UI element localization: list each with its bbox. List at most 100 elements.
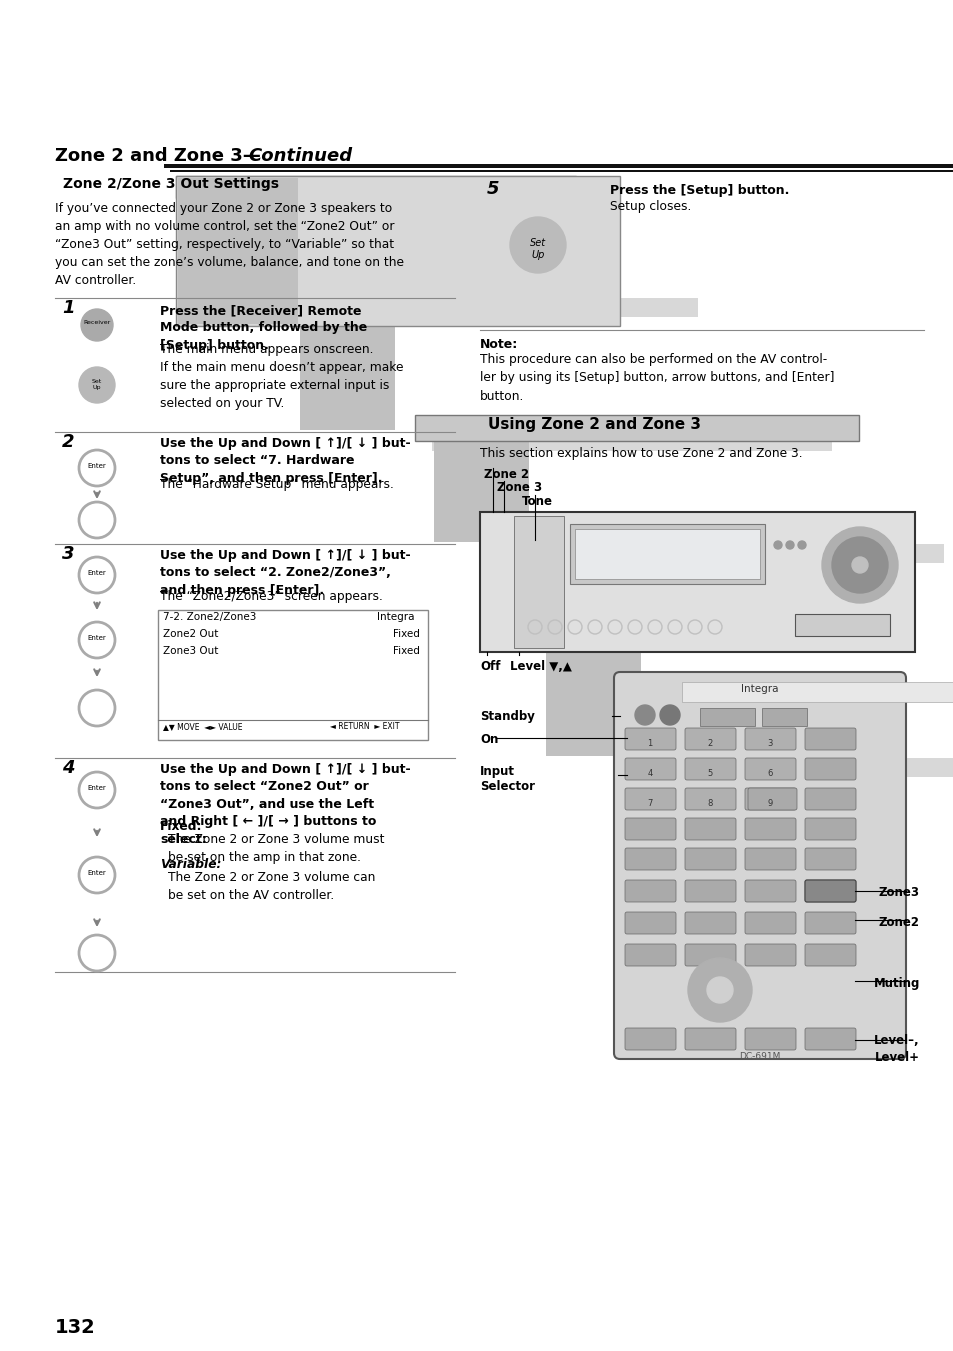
- Circle shape: [797, 540, 805, 549]
- Bar: [514, 516, 563, 648]
- Text: 7-2. Zone2/Zone3: 7-2. Zone2/Zone3: [163, 612, 256, 621]
- Text: DC-691M: DC-691M: [739, 1052, 780, 1061]
- FancyBboxPatch shape: [744, 944, 795, 966]
- Text: Integra: Integra: [377, 612, 415, 621]
- FancyBboxPatch shape: [744, 848, 795, 870]
- FancyBboxPatch shape: [744, 788, 795, 811]
- Text: Zone3 Out: Zone3 Out: [163, 646, 218, 657]
- FancyBboxPatch shape: [624, 788, 676, 811]
- FancyBboxPatch shape: [744, 912, 795, 934]
- Text: 1: 1: [62, 299, 74, 317]
- FancyBboxPatch shape: [684, 1028, 735, 1050]
- FancyBboxPatch shape: [684, 848, 735, 870]
- FancyBboxPatch shape: [761, 708, 806, 725]
- FancyBboxPatch shape: [804, 880, 855, 902]
- Bar: [575, 530, 760, 580]
- Text: 3: 3: [62, 544, 74, 563]
- FancyBboxPatch shape: [624, 728, 676, 750]
- FancyBboxPatch shape: [684, 817, 735, 840]
- FancyBboxPatch shape: [700, 708, 754, 725]
- FancyBboxPatch shape: [624, 758, 676, 780]
- FancyBboxPatch shape: [804, 728, 855, 750]
- Text: Input
Selector: Input Selector: [479, 765, 535, 793]
- Text: Integra: Integra: [740, 684, 778, 694]
- Text: Fixed: Fixed: [393, 630, 419, 639]
- Bar: [175, 176, 576, 199]
- Text: 8: 8: [706, 798, 712, 808]
- Circle shape: [687, 958, 751, 1021]
- Text: Continued: Continued: [248, 147, 352, 165]
- Text: 3: 3: [766, 739, 772, 748]
- Text: Zone3: Zone3: [878, 886, 919, 898]
- Text: Zone 2 and Zone 3—: Zone 2 and Zone 3—: [55, 147, 260, 165]
- Bar: [178, 178, 297, 324]
- Text: Enter: Enter: [88, 463, 107, 469]
- Circle shape: [79, 367, 115, 403]
- FancyBboxPatch shape: [747, 788, 796, 811]
- Bar: [758, 758, 953, 777]
- Text: Zone 2: Zone 2: [483, 467, 529, 481]
- Text: Enter: Enter: [88, 570, 107, 576]
- Text: Press the [Receiver] Remote
Mode button, followed by the
[Setup] button.: Press the [Receiver] Remote Mode button,…: [160, 304, 367, 353]
- Bar: [612, 612, 882, 628]
- Text: 7: 7: [647, 798, 652, 808]
- FancyBboxPatch shape: [624, 880, 676, 902]
- Text: Off: Off: [479, 661, 500, 673]
- Text: 1: 1: [647, 739, 652, 748]
- FancyBboxPatch shape: [744, 758, 795, 780]
- Text: Press the [Setup] button.: Press the [Setup] button.: [609, 184, 788, 197]
- Text: The Zone 2 or Zone 3 volume must
be set on the amp in that zone.: The Zone 2 or Zone 3 volume must be set …: [168, 834, 384, 865]
- Text: Fixed: Fixed: [393, 646, 419, 657]
- Bar: [760, 761, 854, 970]
- Text: ▲▼ MOVE  ◄► VALUE: ▲▼ MOVE ◄► VALUE: [163, 721, 242, 731]
- FancyBboxPatch shape: [804, 944, 855, 966]
- Circle shape: [785, 540, 793, 549]
- Text: 4: 4: [62, 759, 74, 777]
- Circle shape: [635, 705, 655, 725]
- Text: Using Zone 2 and Zone 3: Using Zone 2 and Zone 3: [488, 417, 700, 432]
- Circle shape: [706, 977, 732, 1002]
- Text: 2: 2: [706, 739, 712, 748]
- Bar: [164, 163, 953, 168]
- Bar: [170, 170, 953, 172]
- Bar: [297, 299, 698, 317]
- Circle shape: [659, 705, 679, 725]
- FancyBboxPatch shape: [744, 817, 795, 840]
- Bar: [681, 682, 953, 703]
- Text: This section explains how to use Zone 2 and Zone 3.: This section explains how to use Zone 2 …: [479, 447, 801, 459]
- Bar: [299, 300, 395, 430]
- Text: On: On: [479, 734, 497, 746]
- FancyBboxPatch shape: [744, 1028, 795, 1050]
- FancyBboxPatch shape: [684, 944, 735, 966]
- Text: Setup closes.: Setup closes.: [609, 200, 691, 213]
- Bar: [415, 415, 858, 440]
- Text: If you’ve connected your Zone 2 or Zone 3 speakers to
an amp with no volume cont: If you’ve connected your Zone 2 or Zone …: [55, 203, 403, 286]
- Bar: [434, 434, 529, 542]
- Text: 2: 2: [62, 434, 74, 451]
- FancyBboxPatch shape: [794, 613, 889, 636]
- Text: 132: 132: [55, 1319, 95, 1337]
- FancyBboxPatch shape: [624, 912, 676, 934]
- Circle shape: [831, 536, 887, 593]
- Text: 5: 5: [706, 769, 712, 778]
- Text: Use the Up and Down [ ↑]/[ ↓ ] but-
tons to select “7. Hardware
Setup”, and then: Use the Up and Down [ ↑]/[ ↓ ] but- tons…: [160, 436, 410, 485]
- Text: Enter: Enter: [88, 635, 107, 640]
- Text: Set
Up: Set Up: [529, 238, 545, 259]
- FancyBboxPatch shape: [684, 788, 735, 811]
- Text: Zone2 Out: Zone2 Out: [163, 630, 218, 639]
- Text: Zone2: Zone2: [878, 916, 919, 929]
- Text: 5: 5: [486, 180, 499, 199]
- Text: The main menu appears onscreen.
If the main menu doesn’t appear, make
sure the a: The main menu appears onscreen. If the m…: [160, 343, 403, 409]
- Text: Variable:: Variable:: [160, 858, 221, 871]
- Text: 4: 4: [647, 769, 652, 778]
- Text: Enter: Enter: [88, 870, 107, 875]
- FancyBboxPatch shape: [804, 788, 855, 811]
- Bar: [628, 630, 898, 644]
- Bar: [545, 546, 640, 757]
- Text: This procedure can also be performed on the AV control-
ler by using its [Setup]: This procedure can also be performed on …: [479, 353, 834, 403]
- FancyBboxPatch shape: [804, 758, 855, 780]
- Text: The Zone 2 or Zone 3 volume can
be set on the AV controller.: The Zone 2 or Zone 3 volume can be set o…: [168, 871, 375, 902]
- Text: 9: 9: [766, 798, 772, 808]
- Text: Note:: Note:: [479, 338, 517, 351]
- Text: The “Hardware Setup” menu appears.: The “Hardware Setup” menu appears.: [160, 478, 394, 490]
